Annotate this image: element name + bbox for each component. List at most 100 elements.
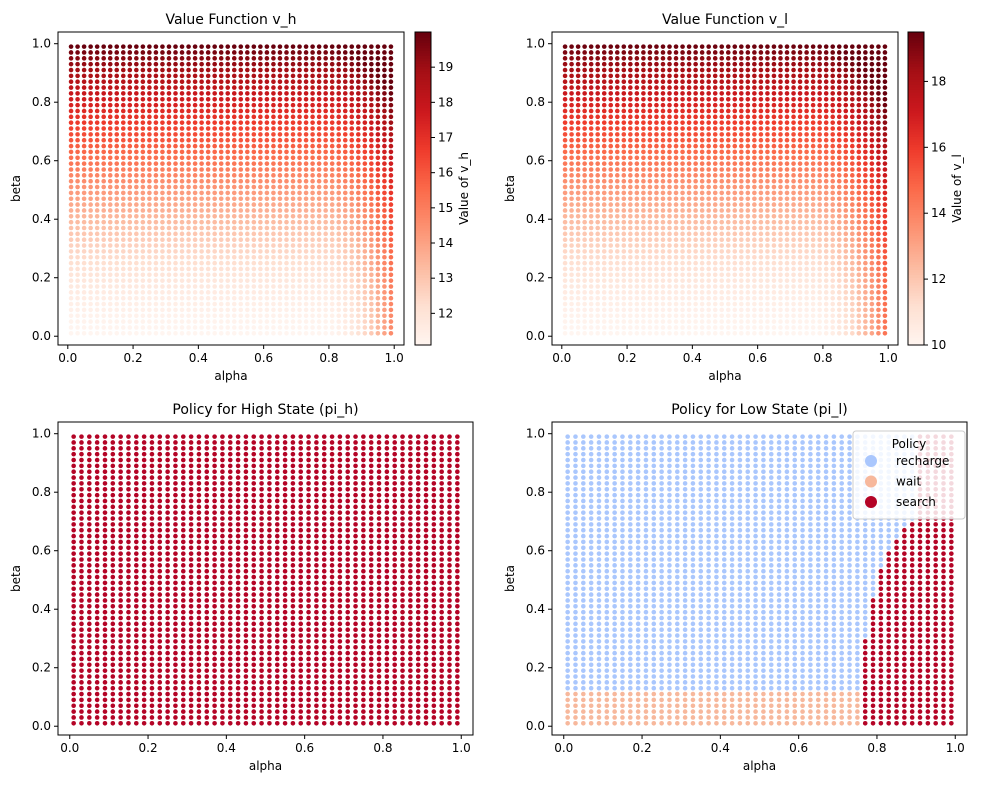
data-point <box>271 126 276 131</box>
data-point <box>127 249 133 254</box>
data-point <box>706 85 711 90</box>
data-point <box>342 108 348 114</box>
data-point <box>608 96 614 102</box>
data-point <box>101 249 106 254</box>
data-point <box>245 91 250 96</box>
data-point <box>856 167 862 172</box>
data-point <box>192 254 198 260</box>
data-point <box>869 149 875 155</box>
data-point <box>362 108 368 114</box>
data-point <box>160 319 165 324</box>
data-point <box>120 331 126 336</box>
data-point <box>712 108 718 114</box>
data-point <box>686 331 692 336</box>
data-point <box>654 137 659 143</box>
data-point <box>166 143 172 149</box>
data-point <box>199 56 204 61</box>
data-point <box>284 50 289 55</box>
data-point <box>752 102 757 108</box>
data-point <box>654 237 659 242</box>
data-point <box>297 132 302 137</box>
data-point <box>153 108 159 114</box>
data-point <box>595 260 600 266</box>
data-point <box>823 202 829 207</box>
data-point <box>199 91 204 96</box>
data-point <box>863 313 868 319</box>
data-point <box>375 313 381 319</box>
data-point <box>336 149 342 155</box>
data-point <box>693 155 698 161</box>
data-point <box>147 114 152 120</box>
data-point <box>68 120 74 125</box>
data-point <box>127 184 133 190</box>
data-point <box>356 56 361 61</box>
data-point <box>595 284 600 289</box>
data-point <box>81 295 87 301</box>
data-point <box>810 67 816 73</box>
data-point <box>205 225 211 231</box>
data-point <box>251 325 257 330</box>
data-point <box>81 137 87 143</box>
data-point <box>608 278 614 283</box>
data-point <box>245 126 250 131</box>
data-point <box>699 79 705 85</box>
data-point <box>114 202 120 207</box>
data-point <box>382 237 387 242</box>
data-point <box>830 67 836 73</box>
data-point <box>349 50 355 55</box>
data-point <box>310 260 315 266</box>
data-point <box>369 173 374 178</box>
data-point <box>258 149 263 155</box>
data-point <box>101 96 106 102</box>
data-point <box>784 307 790 313</box>
data-point <box>231 79 237 85</box>
data-point <box>342 167 348 172</box>
data-point <box>349 301 355 307</box>
data-point <box>120 149 126 155</box>
data-point <box>771 155 777 161</box>
data-point <box>160 102 165 108</box>
data-point <box>608 173 614 178</box>
y-tick-label: 0.0 <box>32 329 51 343</box>
data-point <box>863 231 868 237</box>
data-point <box>758 96 764 102</box>
data-point <box>75 96 80 102</box>
data-point <box>660 96 666 102</box>
data-point <box>863 155 868 161</box>
data-point <box>75 137 80 143</box>
data-point <box>192 91 198 96</box>
data-point <box>271 167 276 172</box>
data-point <box>863 295 868 301</box>
colorbar-segment <box>415 206 431 210</box>
data-point <box>284 260 289 266</box>
data-point <box>850 184 855 190</box>
data-point <box>186 295 191 301</box>
data-point <box>231 225 237 231</box>
data-point <box>258 208 263 213</box>
data-point <box>160 237 165 242</box>
data-point <box>765 284 770 289</box>
data-point <box>634 202 640 207</box>
data-point <box>205 73 211 79</box>
data-point <box>562 178 568 184</box>
data-point <box>356 208 361 213</box>
data-point <box>120 266 126 272</box>
data-point <box>342 301 348 307</box>
data-point <box>329 190 335 196</box>
data-point <box>843 325 849 330</box>
data-point <box>290 231 296 237</box>
data-point <box>277 225 283 231</box>
data-point <box>869 79 875 85</box>
data-point <box>654 155 659 161</box>
colorbar-segment <box>415 76 431 80</box>
data-point <box>277 284 283 289</box>
data-point <box>186 325 191 330</box>
data-point <box>134 73 139 79</box>
data-point <box>120 196 126 202</box>
data-point <box>349 219 355 225</box>
data-point <box>601 196 607 202</box>
data-point <box>771 266 777 272</box>
data-point <box>680 67 685 73</box>
data-point <box>667 213 672 219</box>
data-point <box>356 96 361 102</box>
